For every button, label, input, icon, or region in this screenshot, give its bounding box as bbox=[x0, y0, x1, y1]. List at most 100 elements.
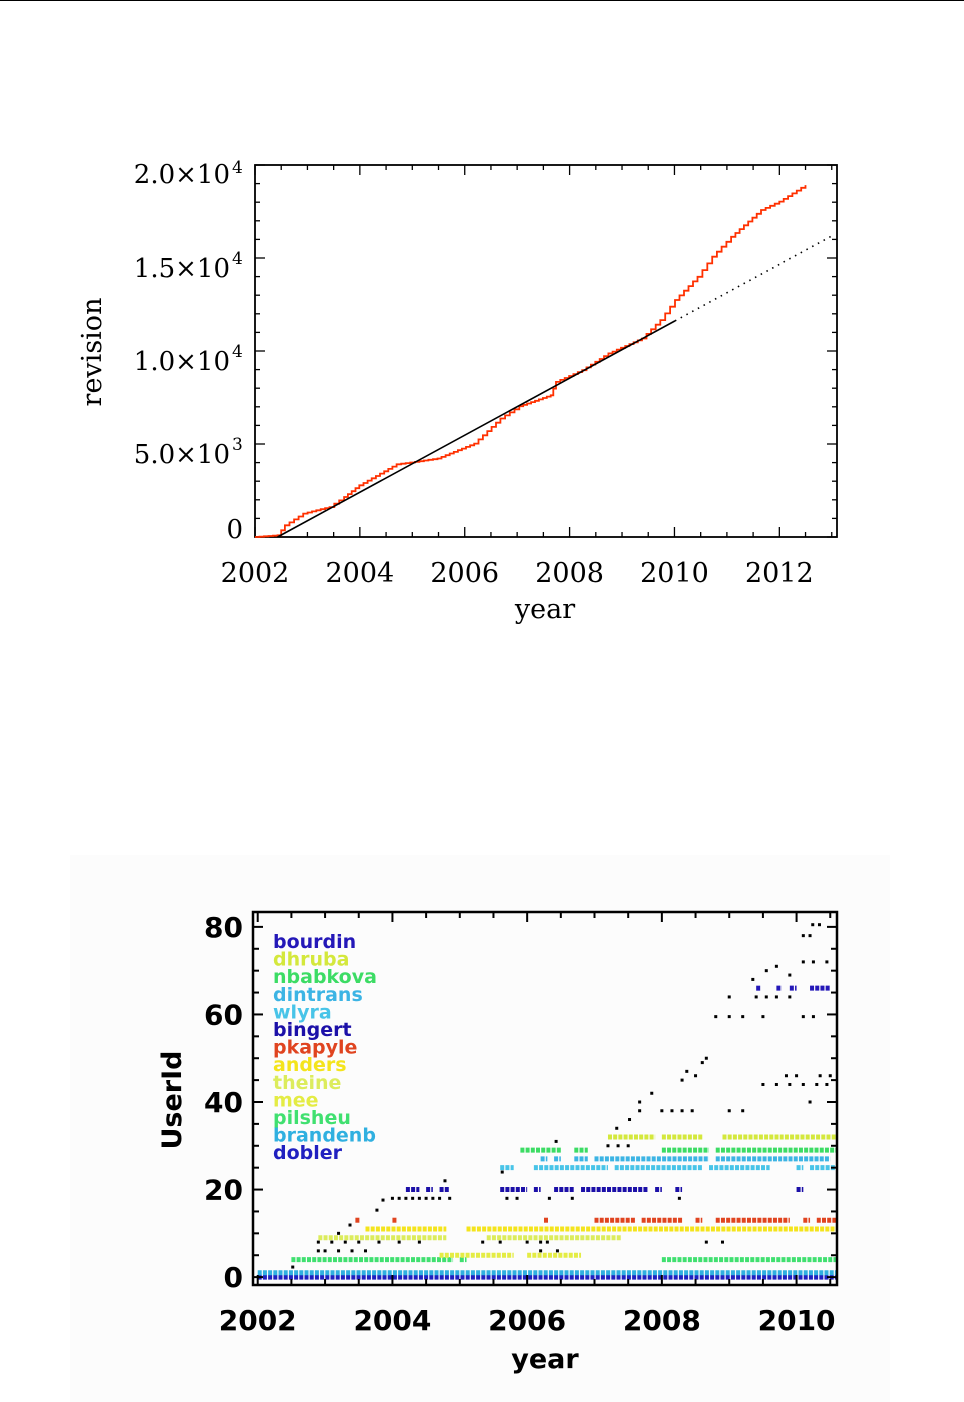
other-user-point bbox=[616, 1144, 620, 1148]
plot-frame bbox=[251, 910, 839, 1287]
x-tick-label: 2010 bbox=[640, 558, 709, 589]
other-user-point bbox=[638, 1109, 642, 1113]
other-user-point bbox=[555, 1249, 559, 1253]
other-user-point bbox=[545, 1240, 549, 1244]
other-user-point bbox=[714, 1015, 718, 1019]
other-user-point bbox=[443, 1179, 447, 1183]
other-user-point bbox=[525, 1240, 529, 1244]
other-user-point bbox=[685, 1069, 689, 1073]
other-user-point bbox=[615, 1126, 619, 1130]
other-user-point bbox=[547, 1196, 551, 1200]
other-user-point bbox=[606, 1144, 610, 1148]
other-user-point bbox=[704, 1056, 708, 1060]
other-user-point bbox=[774, 1082, 778, 1086]
other-user-point bbox=[381, 1198, 385, 1202]
other-user-point bbox=[628, 1118, 632, 1122]
other-user-point bbox=[788, 973, 792, 977]
x-tick-label: 2006 bbox=[488, 1304, 566, 1337]
y-tick-exponent: 4 bbox=[232, 158, 243, 178]
legend-entry-mee: mee bbox=[273, 1089, 319, 1111]
other-user-point bbox=[404, 1196, 408, 1200]
other-user-point bbox=[788, 995, 792, 999]
x-tick-label: 2006 bbox=[430, 558, 499, 589]
other-user-point bbox=[343, 1240, 347, 1244]
legend-entry-dhruba: dhruba bbox=[273, 949, 349, 971]
legend-entry-brandenb: brandenb bbox=[273, 1125, 376, 1147]
x-tick-label: 2008 bbox=[623, 1304, 701, 1337]
other-user-point bbox=[680, 1078, 684, 1082]
other-user-point bbox=[323, 1249, 327, 1253]
other-user-point bbox=[424, 1196, 428, 1200]
other-user-point bbox=[720, 1240, 724, 1244]
other-user-point bbox=[825, 960, 829, 964]
other-user-point bbox=[515, 1196, 519, 1200]
other-user-point bbox=[811, 960, 815, 964]
y-tick-label: 2.0×10 bbox=[134, 160, 230, 190]
series-linear-fit bbox=[277, 320, 676, 538]
other-user-point bbox=[397, 1196, 401, 1200]
other-user-point bbox=[448, 1196, 452, 1200]
other-user-point bbox=[377, 1240, 381, 1244]
x-tick-label: 2002 bbox=[221, 558, 290, 589]
legend-entry-dintrans: dintrans bbox=[273, 984, 363, 1006]
y-axis-label: revision bbox=[77, 298, 108, 407]
other-user-point bbox=[801, 960, 805, 964]
y-tick-label: 1.5×10 bbox=[134, 254, 230, 284]
y-tick-label: 40 bbox=[204, 1086, 243, 1119]
other-user-point bbox=[801, 934, 805, 938]
other-user-point bbox=[348, 1223, 352, 1227]
other-user-point bbox=[808, 1100, 812, 1104]
other-user-point bbox=[784, 1074, 788, 1078]
other-user-point bbox=[554, 1139, 558, 1143]
other-user-point bbox=[316, 1249, 320, 1253]
other-user-point bbox=[539, 1240, 543, 1244]
other-user-point bbox=[727, 1015, 731, 1019]
legend-entry-dobler: dobler bbox=[273, 1142, 343, 1164]
legend-entry-anders: anders bbox=[273, 1054, 347, 1076]
y-axis-label: UserId bbox=[157, 1051, 188, 1150]
other-user-point bbox=[761, 1015, 765, 1019]
other-user-point bbox=[337, 1249, 341, 1253]
other-user-point bbox=[741, 1109, 745, 1113]
legend-entry-pkapyle: pkapyle bbox=[273, 1037, 357, 1059]
other-user-point bbox=[431, 1196, 435, 1200]
y-tick-label: 60 bbox=[204, 998, 243, 1031]
other-user-point bbox=[727, 995, 731, 999]
other-user-point bbox=[764, 969, 768, 973]
other-user-point bbox=[375, 1208, 379, 1212]
other-user-point bbox=[761, 1082, 765, 1086]
y-tick-label: 0 bbox=[226, 515, 243, 545]
other-user-point bbox=[677, 1196, 681, 1200]
y-tick-label: 5.0×10 bbox=[134, 440, 230, 470]
series-linear-fit-extrapolation bbox=[674, 234, 834, 322]
other-user-point bbox=[795, 1074, 799, 1078]
other-user-point bbox=[828, 1074, 832, 1078]
x-axis-label: year bbox=[511, 1344, 579, 1375]
other-user-point bbox=[363, 1249, 367, 1253]
y-tick-exponent: 3 bbox=[232, 435, 243, 455]
legend-entry-nbabkova: nbabkova bbox=[273, 966, 377, 988]
other-user-point bbox=[316, 1240, 320, 1244]
other-user-point bbox=[754, 995, 758, 999]
other-user-point bbox=[788, 1082, 792, 1086]
y-tick-exponent: 4 bbox=[232, 249, 243, 269]
y-tick-label: 80 bbox=[204, 911, 243, 944]
other-user-point bbox=[801, 1015, 805, 1019]
other-user-point bbox=[539, 1249, 543, 1253]
series-revisions bbox=[255, 185, 807, 538]
other-user-point bbox=[417, 1240, 421, 1244]
other-user-point bbox=[417, 1196, 421, 1200]
other-user-point bbox=[680, 1109, 684, 1113]
legend-entry-pilsheu: pilsheu bbox=[273, 1107, 351, 1129]
x-tick-label: 2002 bbox=[219, 1304, 297, 1337]
other-user-point bbox=[397, 1240, 401, 1244]
other-user-point bbox=[727, 1109, 731, 1113]
other-user-point bbox=[741, 1015, 745, 1019]
other-user-point bbox=[500, 1170, 504, 1174]
other-user-point bbox=[704, 1240, 708, 1244]
legend-entry-theine: theine bbox=[273, 1072, 341, 1094]
userid-chart: bourdindhrubanbabkovadintranswlyrabinger… bbox=[157, 910, 839, 1375]
other-user-point bbox=[570, 1196, 574, 1200]
x-tick-label: 2008 bbox=[535, 558, 604, 589]
